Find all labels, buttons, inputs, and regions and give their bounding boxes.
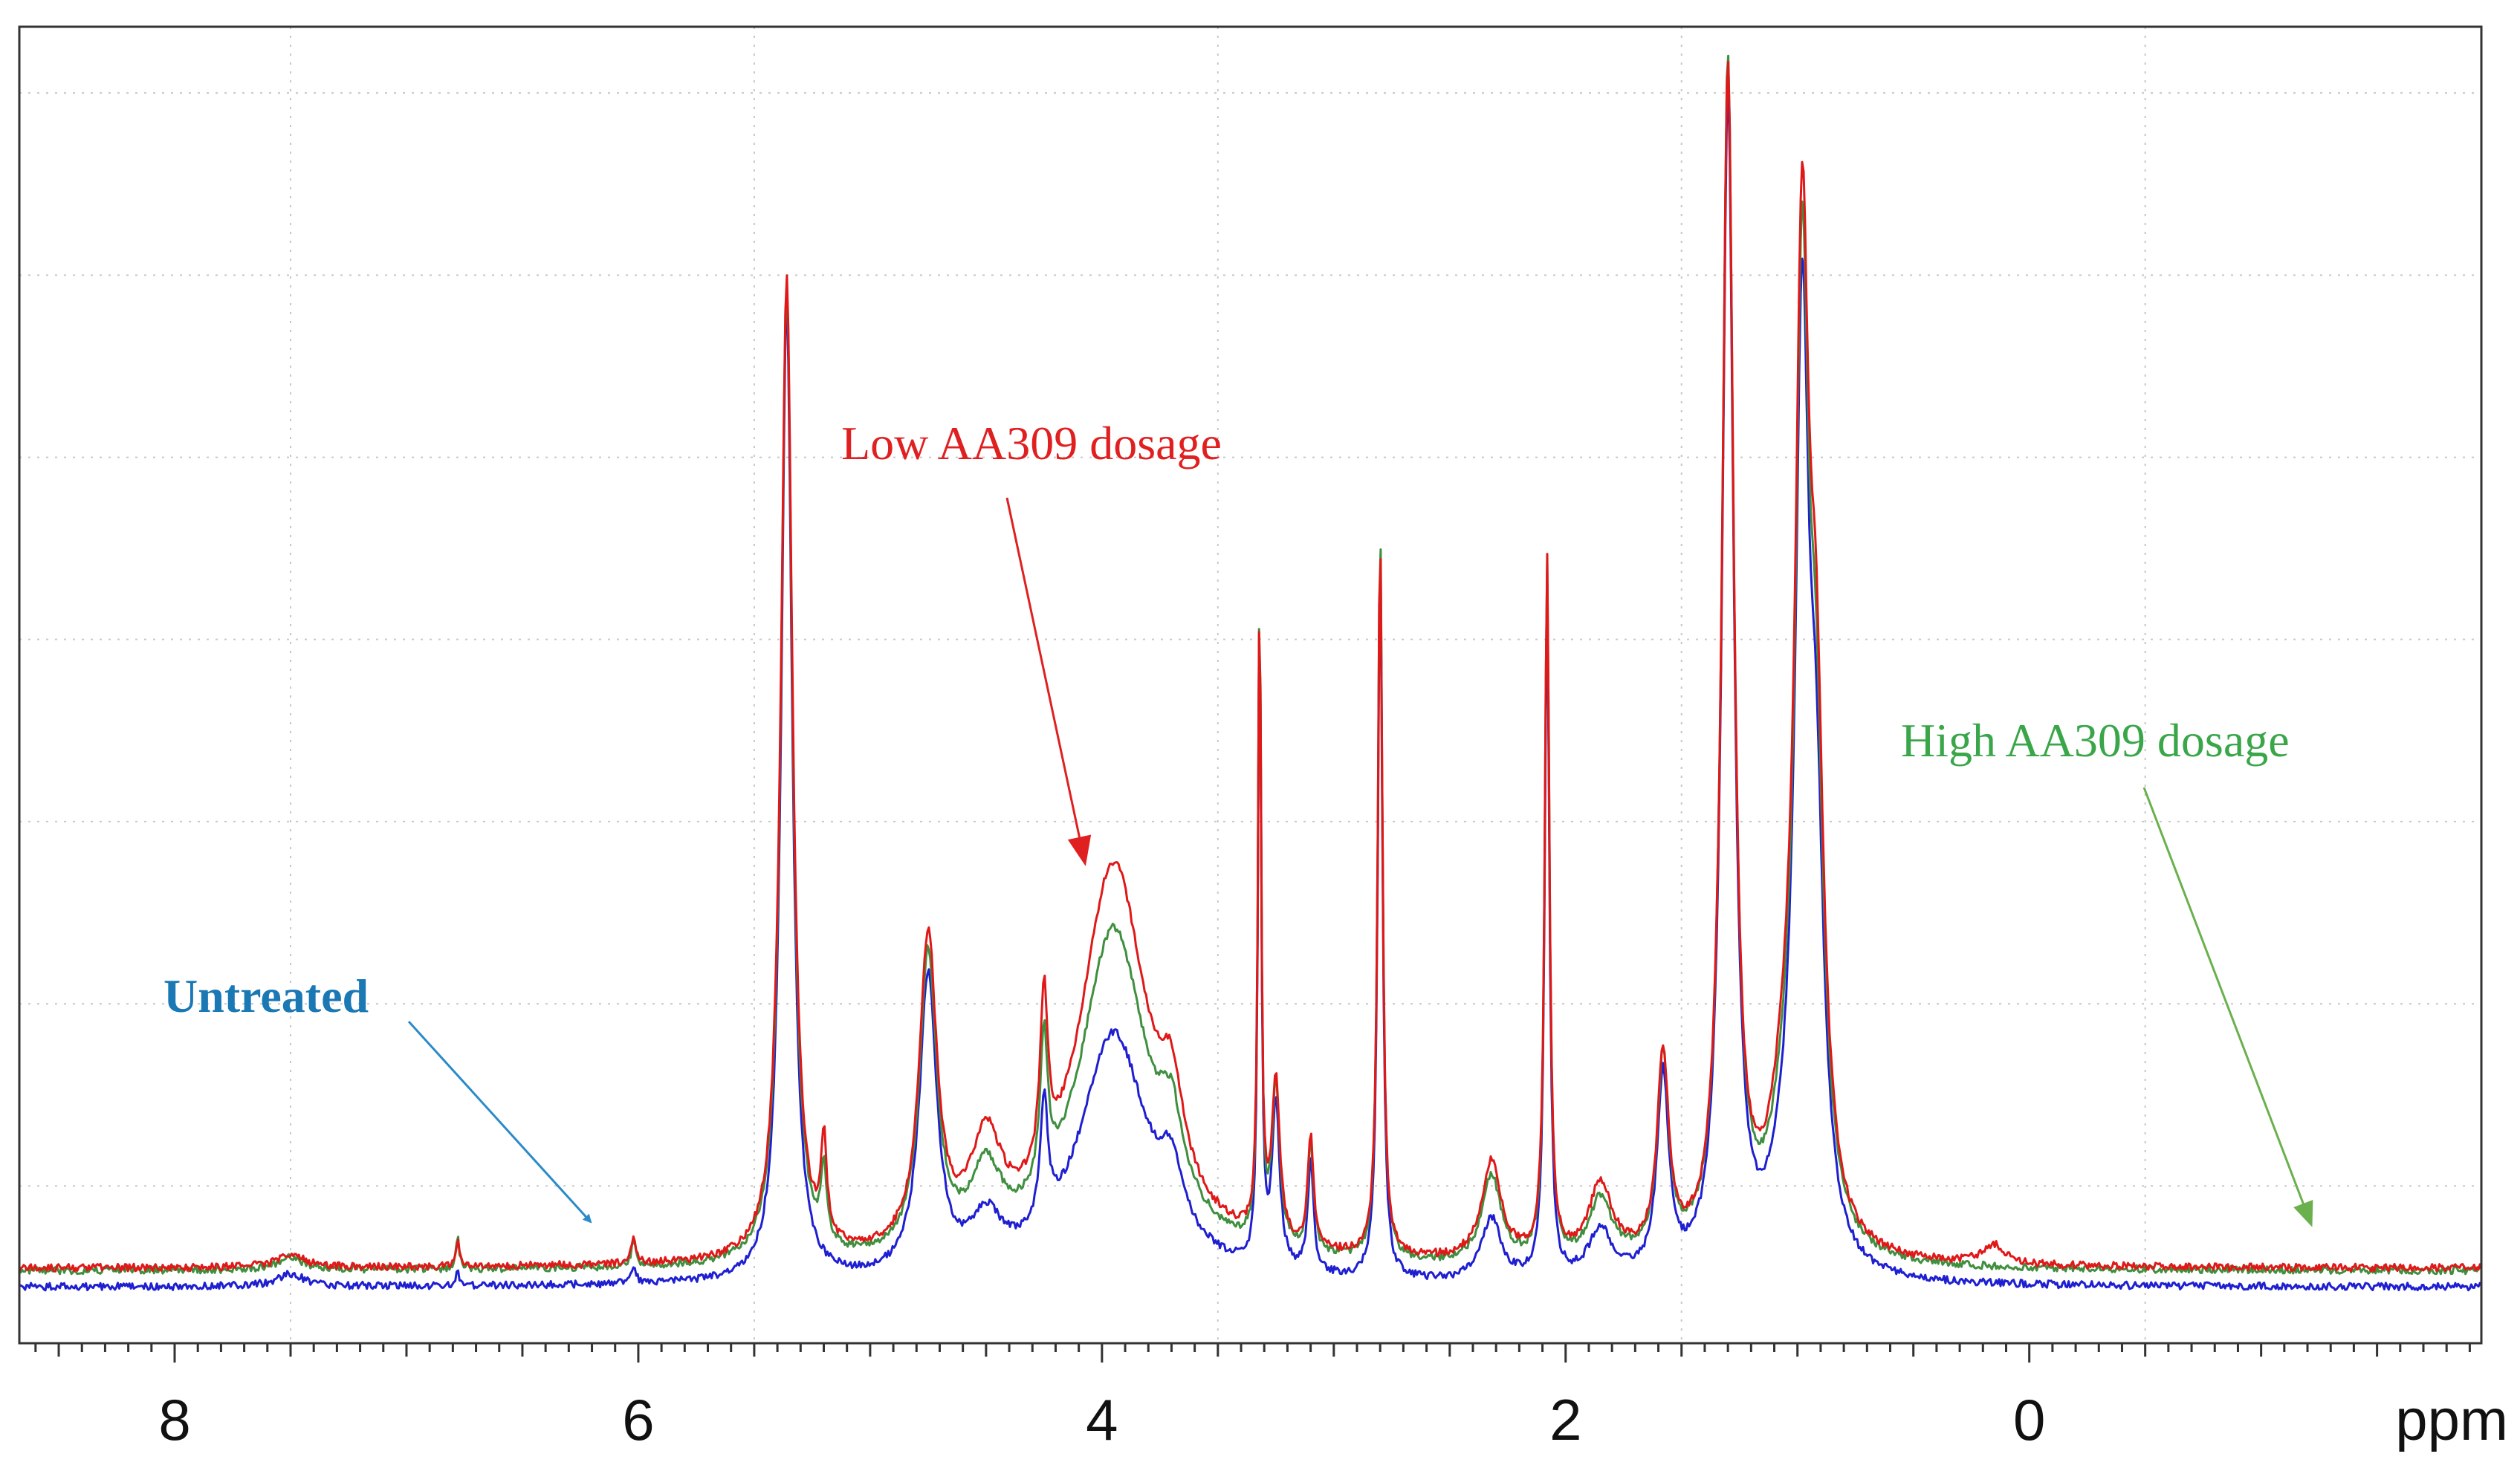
x-tick-label: 4 [1086,1387,1118,1452]
annotation-untreated: Untreated [163,970,369,1022]
annotation-high-dosage: High AA309 dosage [1901,714,2290,767]
annotation-arrow-high-dosage [2142,787,2313,1227]
series-line-low-aa309-dosage [18,60,2483,1273]
plot-frame [18,25,2483,1345]
x-tick-label: 8 [158,1387,190,1452]
x-tick-label: 2 [1549,1387,1581,1452]
annotation-low-dosage: Low AA309 dosage [841,417,1222,470]
series-line-untreated [19,85,2483,1292]
annotation-arrow-low-dosage [1005,497,1092,866]
x-axis-ticks [34,1343,2471,1363]
x-axis-label: ppm [2395,1387,2508,1452]
x-tick-label: 6 [622,1387,654,1452]
grid [19,27,2481,1343]
x-tick-label: 0 [2013,1387,2045,1452]
annotation-arrow-untreated [407,1020,592,1224]
series-group [18,54,2483,1292]
x-axis-tick-labels: 8 6 4 2 0 [158,1387,2045,1452]
